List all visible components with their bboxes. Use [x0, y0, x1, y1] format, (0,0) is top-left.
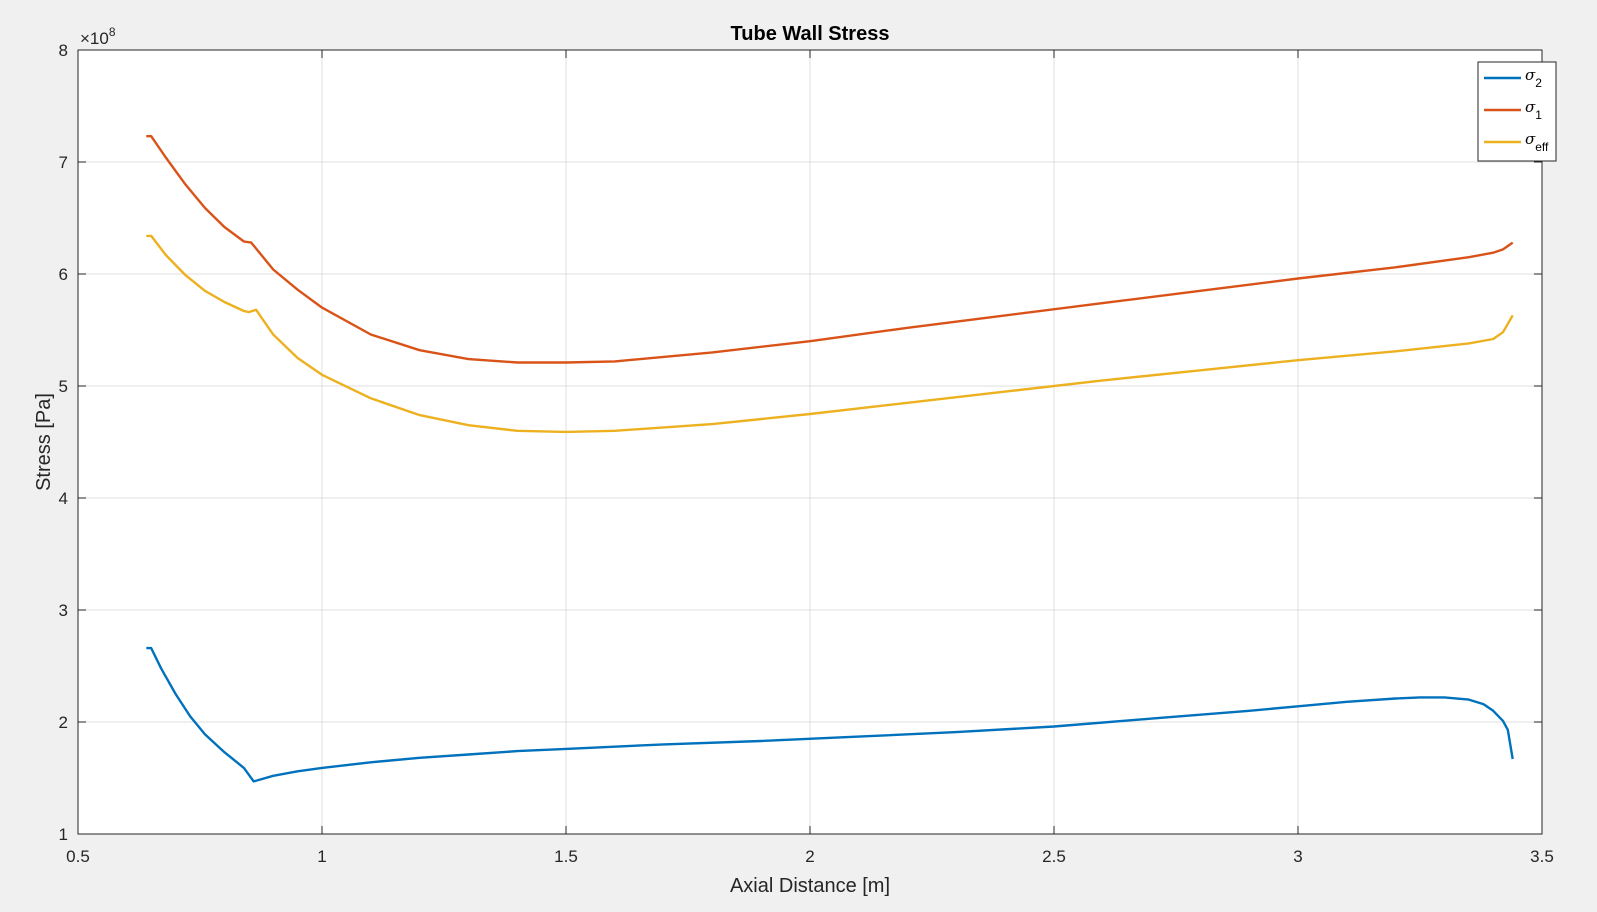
- legend[interactable]: σ2 σ1 σeff: [1477, 61, 1557, 162]
- y-exponent-base: ×10: [80, 29, 109, 48]
- x-tick-label: 0.5: [66, 847, 90, 866]
- y-tick-label: 6: [59, 265, 68, 284]
- series-line-1: [146, 134, 1514, 364]
- ticks: 0.5 1 1.5 2 2.5 3 3.5 1 2 3 4 5 6 7 8: [59, 41, 1554, 866]
- y-tick-label: 8: [59, 41, 68, 60]
- y-tick-label: 4: [59, 489, 68, 508]
- y-tick-label: 7: [59, 153, 68, 172]
- x-tick-label: 3: [1293, 847, 1302, 866]
- series-line-2: [146, 646, 1514, 783]
- y-tick-label: 3: [59, 601, 68, 620]
- x-tick-label: 1.5: [554, 847, 578, 866]
- x-tick-label: 2.5: [1042, 847, 1066, 866]
- y-exponent-label: ×108: [80, 25, 116, 48]
- series-lines: [146, 134, 1514, 783]
- series-line-eff: [146, 234, 1514, 434]
- legend-label-1: σ1: [1525, 98, 1542, 122]
- y-tick-label: 1: [59, 825, 68, 844]
- legend-label-2: σ2: [1525, 66, 1542, 90]
- y-axis-title: Stress [Pa]: [33, 393, 55, 491]
- x-tick-label: 2: [805, 847, 814, 866]
- y-tick-label: 5: [59, 377, 68, 396]
- y-tick-label: 2: [59, 713, 68, 732]
- chart-title: Tube Wall Stress: [731, 23, 890, 45]
- legend-label-eff: σeff: [1525, 130, 1549, 154]
- x-axis-title: Axial Distance [m]: [730, 875, 890, 897]
- x-tick-label: 3.5: [1530, 847, 1554, 866]
- y-exponent-power: 8: [109, 25, 116, 39]
- x-tick-label: 1: [317, 847, 326, 866]
